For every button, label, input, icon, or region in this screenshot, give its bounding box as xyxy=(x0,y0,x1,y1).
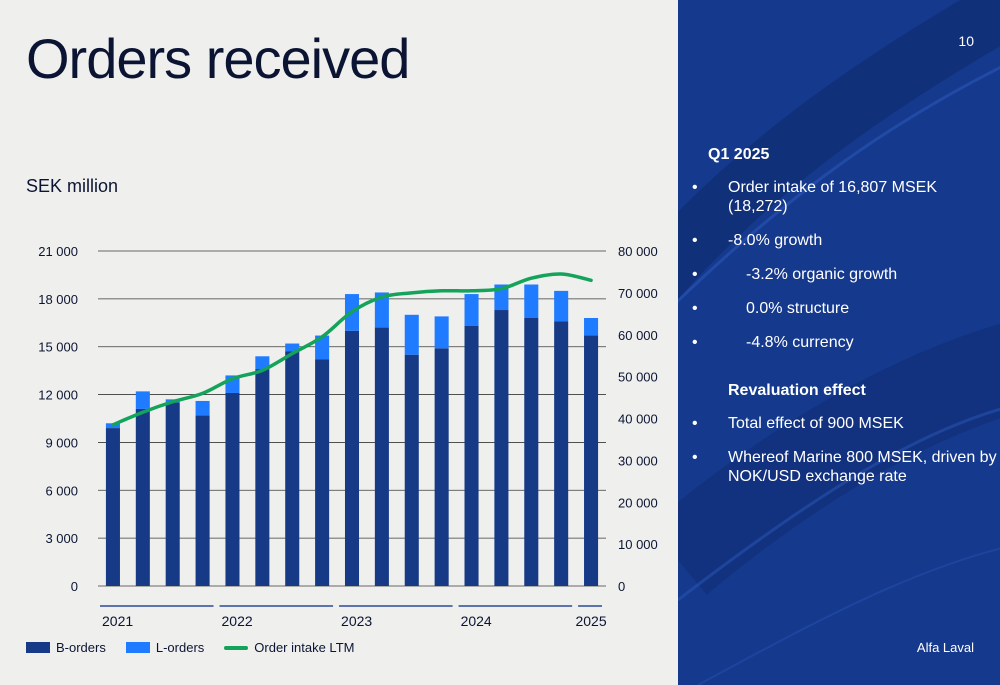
revaluation-point: Whereof Marine 800 MSEK, driven by NOK/U… xyxy=(692,448,998,486)
legend-label: B-orders xyxy=(56,640,106,655)
left-axis-ticks: 21 000 18 000 15 000 12 000 9 000 6 000 3 000 0 xyxy=(38,244,78,594)
legend-label: Order intake LTM xyxy=(254,640,355,655)
bar-l-orders xyxy=(434,316,449,349)
bar-b-orders xyxy=(105,428,120,586)
quarter-heading: Q1 2025 xyxy=(708,146,770,163)
page-number: 10 xyxy=(958,33,974,49)
bar-b-orders xyxy=(584,335,599,586)
year-axis: 2021 2022 2023 2024 2025 xyxy=(100,605,607,629)
left-tick-label: 12 000 xyxy=(38,388,78,403)
bar-b-orders xyxy=(554,321,569,586)
bar-l-orders xyxy=(315,335,330,360)
left-tick-label: 3 000 xyxy=(45,531,78,546)
bar-l-orders xyxy=(255,356,270,370)
bar-b-orders xyxy=(434,348,449,586)
right-tick-label: 60 000 xyxy=(618,328,658,343)
revaluation-points: Total effect of 900 MSEK Whereof Marine … xyxy=(692,414,998,486)
bar-b-orders xyxy=(285,351,300,586)
bar-b-orders xyxy=(344,330,360,586)
orders-chart: 21 000 18 000 15 000 12 000 9 000 6 000 3 000 0… xyxy=(38,244,658,629)
summary-subpoint: -4.8% currency xyxy=(692,333,998,352)
bar-b-orders xyxy=(165,402,180,586)
legend-label: L-orders xyxy=(155,640,205,655)
bar-l-orders xyxy=(135,391,150,409)
year-label: 2022 xyxy=(222,613,253,629)
right-tick-label: 10 000 xyxy=(618,537,658,552)
bar-l-orders xyxy=(195,400,210,416)
summary-panel: 10 Q1 2025 Order intake of 16,807 MSEK (… xyxy=(678,0,1000,685)
summary-subpoint: 0.0% structure xyxy=(692,299,998,318)
chart-ltm-line xyxy=(111,272,593,427)
year-label: 2024 xyxy=(461,613,492,629)
legend-swatch-l-orders xyxy=(125,642,150,653)
left-tick-label: 18 000 xyxy=(38,292,78,307)
left-tick-label: 21 000 xyxy=(38,244,78,259)
bar-l-orders xyxy=(285,343,300,352)
bar-l-orders xyxy=(464,294,479,326)
legend-item-l-orders: L-orders xyxy=(125,640,205,655)
legend-swatch-ltm xyxy=(224,645,249,650)
bar-b-orders xyxy=(374,327,389,586)
unit-label: SEK million xyxy=(26,176,119,196)
right-tick-label: 30 000 xyxy=(618,453,658,468)
bar-b-orders xyxy=(494,310,509,586)
bar-b-orders xyxy=(315,359,330,586)
legend-item-b-orders: B-orders xyxy=(26,640,106,655)
right-tick-label: 70 000 xyxy=(618,286,658,301)
left-tick-label: 6 000 xyxy=(45,483,78,498)
bar-l-orders xyxy=(554,290,569,322)
revaluation-point: Total effect of 900 MSEK xyxy=(692,414,998,433)
bar-l-orders xyxy=(374,292,389,328)
year-label: 2021 xyxy=(102,613,133,629)
summary-subpoint: -3.2% organic growth xyxy=(692,265,998,284)
bar-b-orders xyxy=(524,318,539,586)
bar-l-orders xyxy=(584,318,599,336)
legend-swatch-b-orders xyxy=(26,642,50,653)
legend-item-ltm: Order intake LTM xyxy=(224,640,354,655)
bar-b-orders xyxy=(255,369,270,586)
page-title: Orders received xyxy=(26,27,410,90)
right-tick-label: 0 xyxy=(618,579,625,594)
summary-point: -8.0% growth xyxy=(692,231,998,250)
brand-label: Alfa Laval xyxy=(916,640,974,655)
bar-b-orders xyxy=(404,354,419,586)
chart-panel: Orders received SEK million 21 000 18 000… xyxy=(26,27,658,655)
quarter-points: Order intake of 16,807 MSEK (18,272) -8.… xyxy=(692,178,998,352)
ltm-series-line xyxy=(111,272,593,427)
revaluation-heading: Revaluation effect xyxy=(728,382,866,399)
left-tick-label: 0 xyxy=(71,579,78,594)
right-tick-label: 50 000 xyxy=(618,370,658,385)
year-label: 2025 xyxy=(575,613,606,629)
year-label: 2023 xyxy=(341,613,372,629)
chart-legend: B-orders L-orders Order intake LTM xyxy=(26,640,374,655)
bar-l-orders xyxy=(524,284,539,318)
summary-content: Q1 2025 Order intake of 16,807 MSEK (18,… xyxy=(692,146,998,501)
chart-bars xyxy=(105,284,599,586)
right-tick-label: 40 000 xyxy=(618,412,658,427)
bar-b-orders xyxy=(135,408,150,586)
summary-point: Order intake of 16,807 MSEK (18,272) xyxy=(692,178,998,216)
bar-b-orders xyxy=(225,392,240,586)
decorative-curves xyxy=(678,0,1000,685)
bar-b-orders xyxy=(464,325,479,586)
bar-l-orders xyxy=(404,314,419,355)
right-tick-label: 20 000 xyxy=(618,495,658,510)
right-axis-ticks: 80 000 70 000 60 000 50 000 40 000 30 000 20 0… xyxy=(618,244,658,594)
bar-b-orders xyxy=(195,415,210,586)
left-tick-label: 15 000 xyxy=(38,340,78,355)
left-tick-label: 9 000 xyxy=(45,435,78,450)
right-tick-label: 80 000 xyxy=(618,244,658,259)
